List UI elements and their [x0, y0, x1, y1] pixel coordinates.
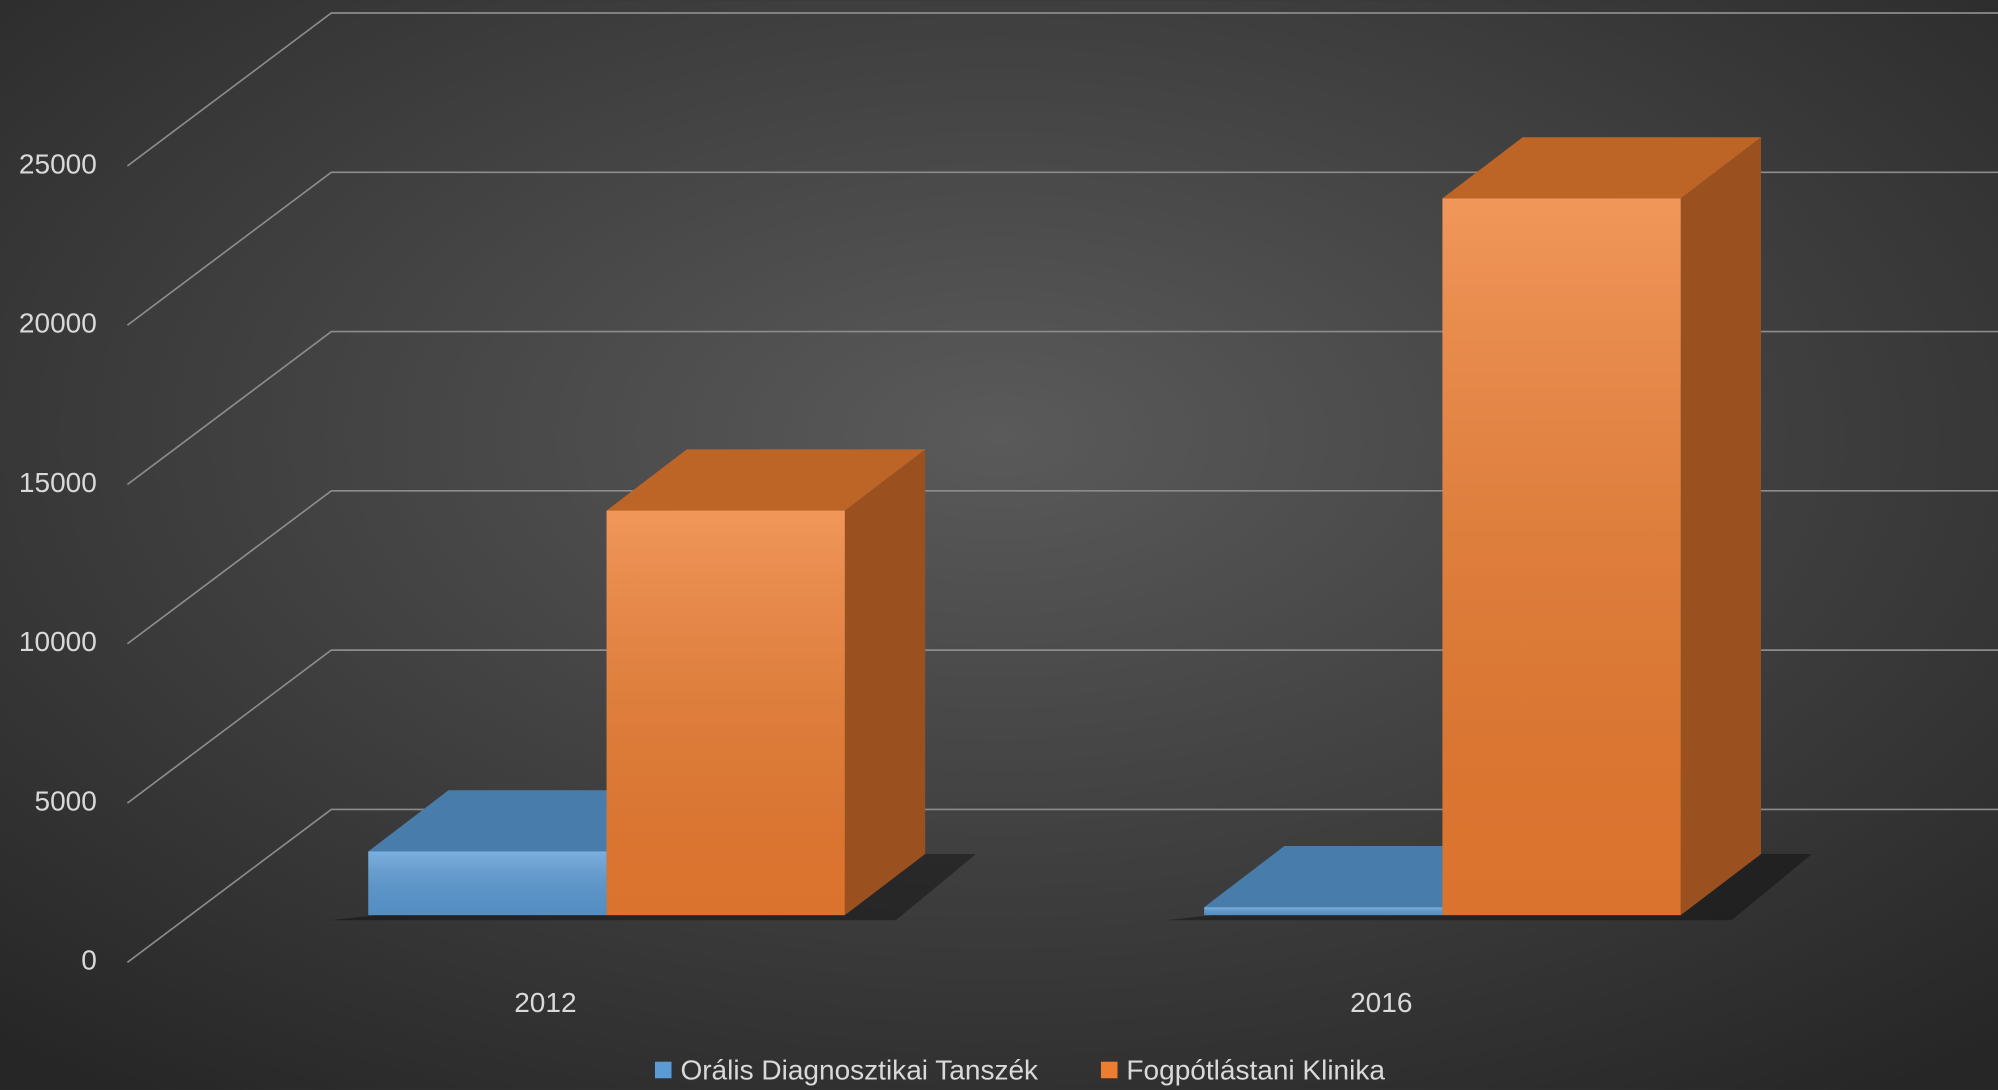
- y-tick-label: 20000: [19, 308, 97, 339]
- legend-swatch: [654, 1061, 672, 1079]
- bar-gloss: [606, 510, 845, 916]
- bar-side-shade: [844, 449, 926, 916]
- legend-label: Orális Diagnosztikai Tanszék: [680, 1054, 1039, 1085]
- grid-line: [126, 12, 1998, 167]
- bar-gloss: [1442, 198, 1681, 916]
- bar-gloss: [368, 851, 607, 916]
- bar-top-shade: [1442, 137, 1761, 199]
- bar-side-shade: [1680, 137, 1761, 916]
- legend-label: Fogpótlástani Klinika: [1126, 1054, 1385, 1085]
- bar-side: [844, 449, 926, 916]
- y-tick-label: 5000: [35, 785, 97, 816]
- bar-gloss: [1204, 907, 1443, 916]
- y-tick-label: 15000: [19, 467, 97, 498]
- x-tick-label: 2012: [514, 987, 576, 1018]
- x-tick-label: 2016: [1350, 987, 1412, 1018]
- y-tick-label: 0: [81, 945, 97, 976]
- legend-swatch: [1100, 1061, 1118, 1079]
- bar-top: [606, 449, 926, 511]
- bar-top-shade: [606, 449, 926, 511]
- bar-side: [1680, 137, 1761, 916]
- bar-top: [1442, 137, 1761, 199]
- y-tick-label: 10000: [19, 626, 97, 657]
- legend: Orális Diagnosztikai Tanszék Fogpótlástan…: [654, 1054, 1385, 1085]
- y-tick-label: 25000: [19, 148, 97, 179]
- grid-line: [126, 171, 1998, 326]
